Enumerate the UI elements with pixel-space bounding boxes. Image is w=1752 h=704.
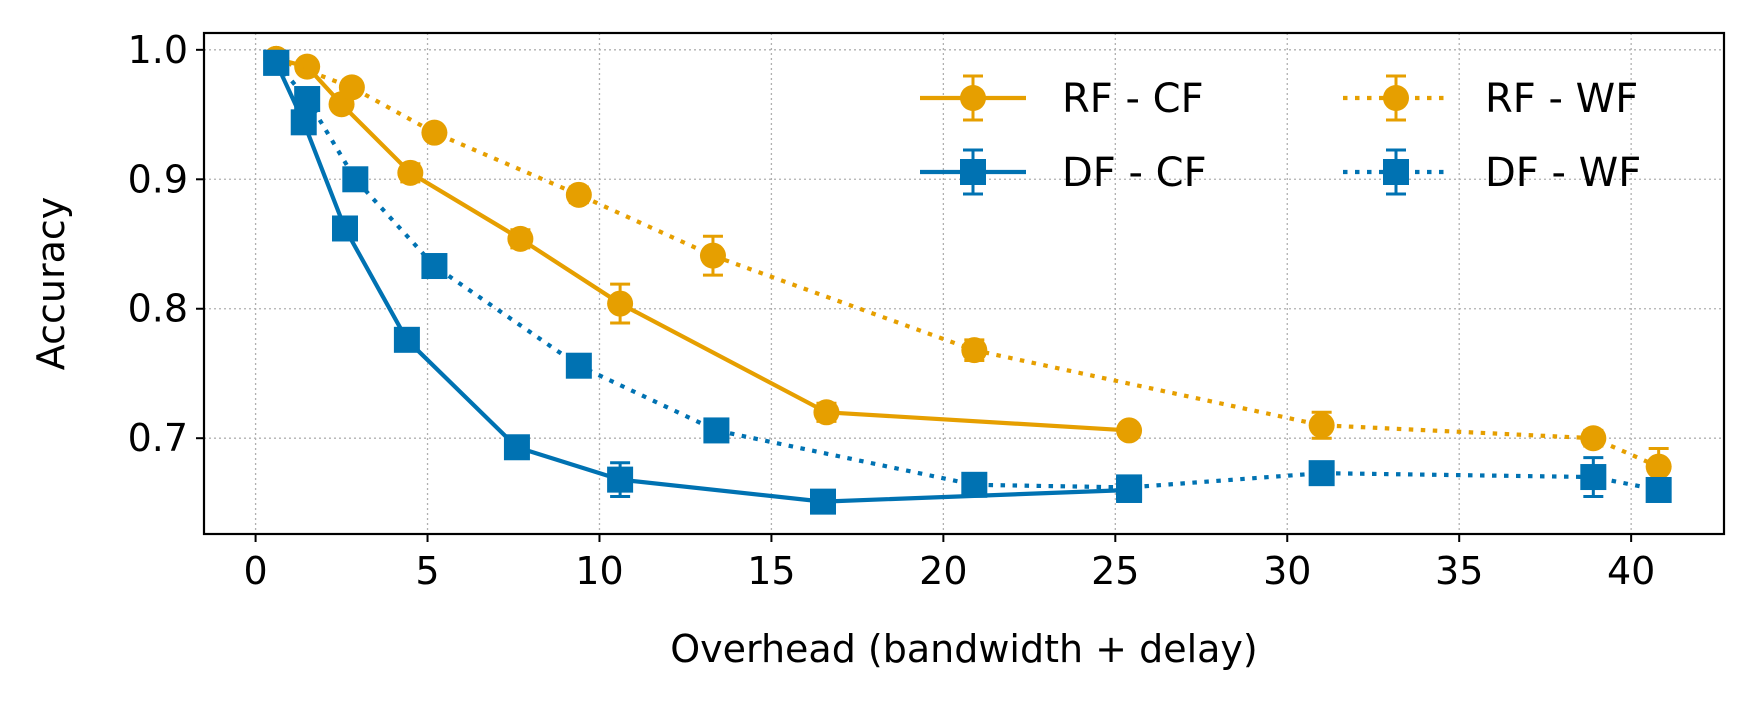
data-point: [294, 53, 321, 80]
data-point: [331, 215, 358, 242]
data-point: [338, 74, 365, 101]
data-point: [421, 119, 448, 146]
x-tick-label: 30: [1263, 549, 1311, 593]
data-point: [1645, 476, 1672, 503]
data-point: [1116, 474, 1143, 501]
series-line: [275, 56, 1660, 469]
y-axis-label: Accuracy: [29, 197, 73, 371]
series-rf-wf: [263, 45, 1672, 487]
series-layer: [263, 45, 1672, 515]
data-point: [1580, 425, 1607, 452]
x-tick-label: 5: [415, 549, 439, 593]
x-tick-label: 25: [1091, 549, 1139, 593]
data-point: [503, 434, 530, 461]
y-tick-label: 0.9: [128, 157, 188, 201]
x-tick-label: 0: [243, 549, 267, 593]
x-tick-label: 35: [1435, 549, 1483, 593]
legend-marker: [1383, 159, 1409, 185]
data-point: [1580, 464, 1607, 491]
x-tick-label: 10: [575, 549, 623, 593]
data-point: [397, 159, 424, 186]
legend-item: DF - CF: [920, 148, 1207, 196]
data-point: [607, 290, 634, 317]
series-df-wf: [263, 49, 1672, 503]
data-point: [507, 225, 534, 252]
legend-label: DF - CF: [1062, 150, 1207, 196]
data-point: [813, 399, 840, 426]
data-point: [565, 352, 592, 379]
x-tick-label: 40: [1607, 549, 1655, 593]
legend-item: RF - WF: [1343, 74, 1638, 122]
series-line: [274, 61, 1130, 504]
data-point: [961, 471, 988, 498]
data-point: [1308, 460, 1335, 487]
data-point: [290, 109, 317, 136]
data-point: [294, 86, 321, 113]
data-point: [961, 337, 988, 364]
axis-ticks: 0 5 10 15 20 25 30 35 40 0.7 0.8 0.9 1.0: [128, 28, 1656, 593]
data-point: [1116, 417, 1143, 444]
x-axis-label: Overhead (bandwidth + delay): [670, 627, 1258, 671]
data-point: [810, 488, 837, 515]
legend-item: RF - CF: [920, 74, 1204, 122]
y-tick-label: 0.7: [128, 416, 188, 460]
plot-frame: [202, 31, 1726, 536]
legend-label: RF - WF: [1485, 76, 1638, 122]
legend-marker: [1383, 85, 1409, 111]
data-point: [607, 466, 634, 493]
data-point: [393, 326, 420, 353]
data-point: [342, 166, 369, 193]
data-point: [421, 253, 448, 280]
data-point: [565, 181, 592, 208]
y-tick-label: 0.8: [128, 287, 188, 331]
y-tick-label: 1.0: [128, 28, 188, 72]
legend: RF - CF DF - CF RF - WF DF - WF: [920, 74, 1641, 196]
legend-item: DF - WF: [1343, 148, 1641, 196]
legend-marker: [960, 159, 986, 185]
grid-lines: [204, 33, 1724, 534]
legend-label: DF - WF: [1485, 150, 1641, 196]
data-point: [703, 417, 730, 444]
data-point: [1645, 453, 1672, 480]
legend-marker: [960, 85, 986, 111]
data-point: [1308, 412, 1335, 439]
legend-label: RF - CF: [1062, 76, 1204, 122]
data-point: [263, 49, 290, 76]
x-tick-label: 15: [747, 549, 795, 593]
data-point: [699, 242, 726, 269]
series-line: [274, 61, 1660, 493]
x-tick-label: 20: [919, 549, 967, 593]
